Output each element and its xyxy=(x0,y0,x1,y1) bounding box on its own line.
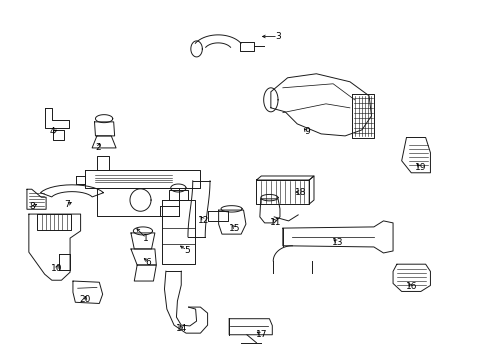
Text: 17: 17 xyxy=(255,330,266,339)
Text: 20: 20 xyxy=(80,295,91,304)
Text: 18: 18 xyxy=(294,188,305,197)
Text: 7: 7 xyxy=(64,201,70,210)
Text: 12: 12 xyxy=(198,216,209,225)
Text: 13: 13 xyxy=(331,238,343,247)
Text: 8: 8 xyxy=(30,202,36,211)
Text: 2: 2 xyxy=(95,143,101,152)
Text: 19: 19 xyxy=(414,163,426,172)
Text: 4: 4 xyxy=(50,127,56,136)
Text: 1: 1 xyxy=(143,234,149,243)
Text: 3: 3 xyxy=(275,32,280,41)
Text: 16: 16 xyxy=(405,282,416,291)
Text: 5: 5 xyxy=(184,246,189,255)
Text: 11: 11 xyxy=(269,217,281,226)
Text: 10: 10 xyxy=(51,264,62,273)
Text: 15: 15 xyxy=(229,224,240,233)
Text: 14: 14 xyxy=(175,324,186,333)
Text: 6: 6 xyxy=(145,258,151,267)
Text: 9: 9 xyxy=(304,127,309,136)
